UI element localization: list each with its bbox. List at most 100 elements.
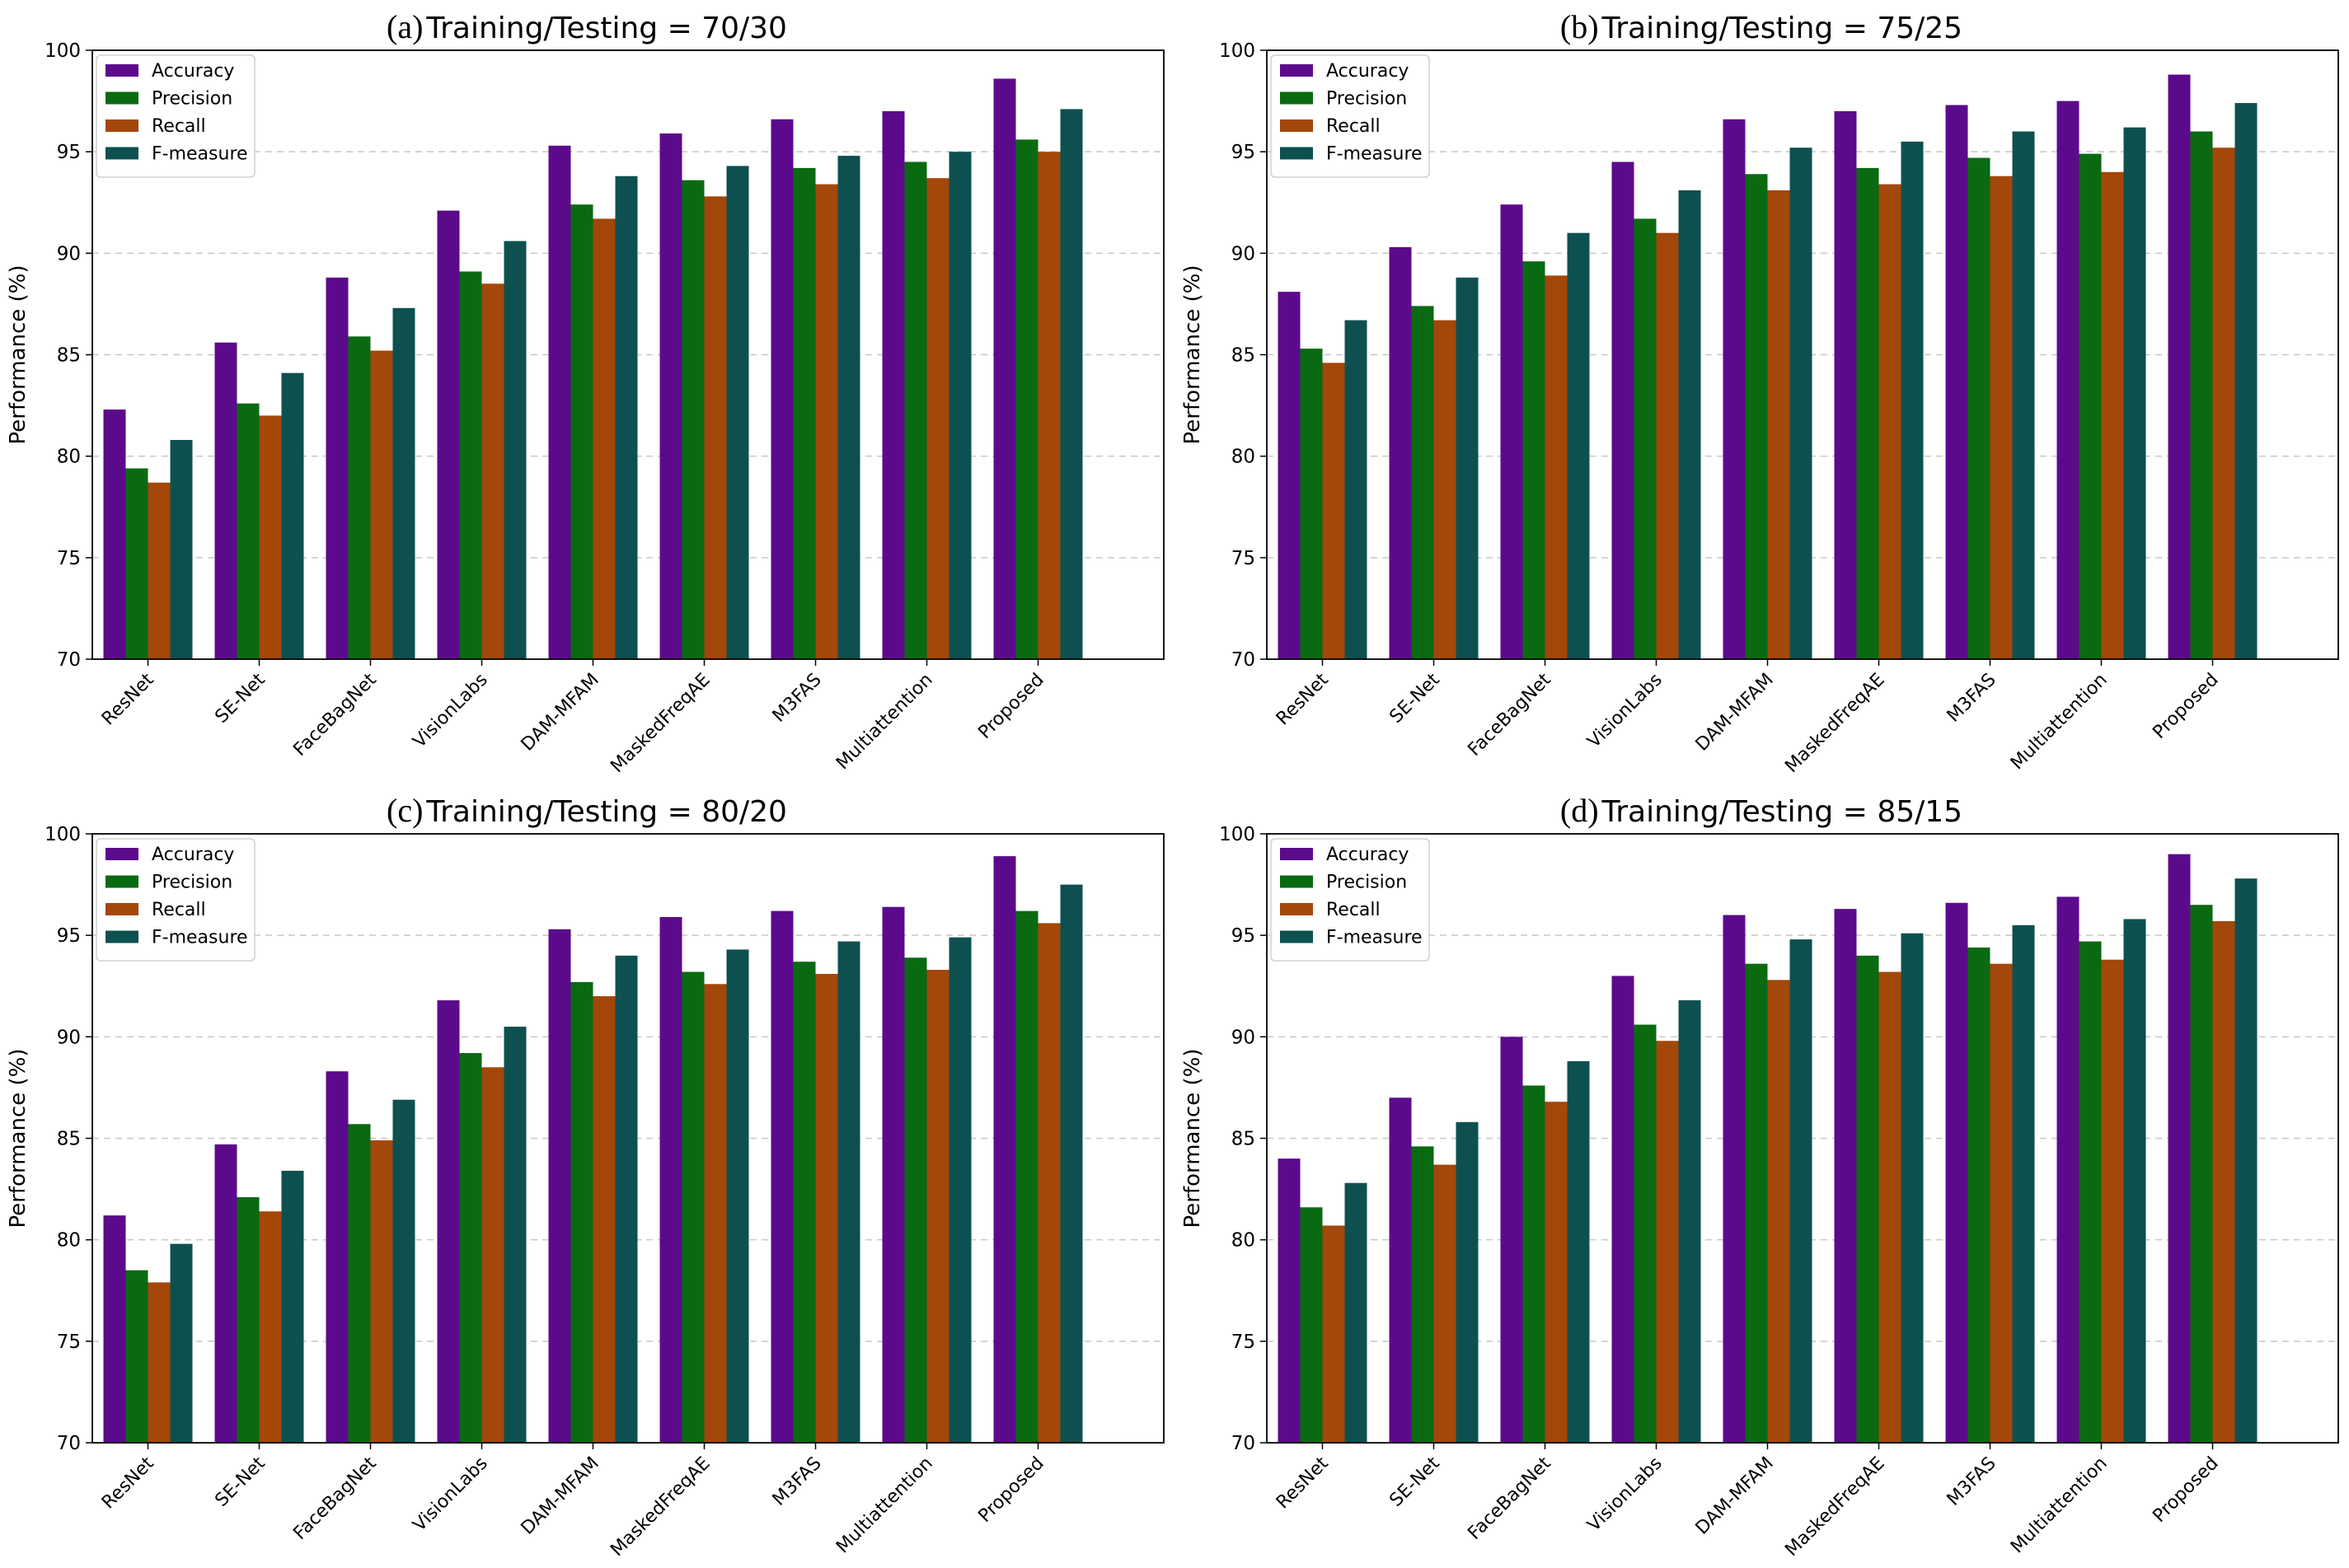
bar-precision-visionlabs (1634, 1024, 1657, 1443)
plot-frame (1266, 49, 2339, 660)
bars (1278, 74, 2258, 660)
y-tick-label: 90 (57, 1027, 81, 1048)
y-tick-label: 100 (45, 824, 81, 845)
bar-f-measure-m3fas (2012, 924, 2035, 1443)
y-tick-label: 80 (57, 447, 81, 468)
x-tick-label: MaskedFreqAE (1781, 670, 1888, 777)
x-tick-label: VisionLabs (409, 670, 491, 752)
x-tick-label: ResNet (1273, 669, 1333, 729)
bar-f-measure-facebagnet (1567, 232, 1590, 659)
legend-label-f-measure: F-measure (152, 144, 248, 165)
bar-recall-proposed (2212, 920, 2235, 1443)
bar-precision-facebagnet (1522, 1085, 1545, 1443)
legend-label-precision: Precision (1326, 89, 1407, 110)
bar-recall-se-net (1433, 320, 1456, 659)
bar-f-measure-proposed (2234, 878, 2258, 1443)
bar-f-measure-resnet (1344, 1182, 1367, 1443)
y-tick-label: 85 (57, 1129, 81, 1150)
x-tick-label: MaskedFreqAE (1781, 1453, 1888, 1561)
chart-title: (b) Training/Testing = 75/25 (1560, 8, 1962, 45)
y-tick-label: 100 (1219, 824, 1255, 845)
bar-f-measure-facebagnet (1567, 1060, 1590, 1443)
bar-f-measure-visionlabs (1678, 190, 1701, 660)
panel-label: (a) (387, 8, 423, 45)
x-tick-label: ResNet (1273, 1453, 1333, 1513)
bar-f-measure-se-net (1456, 1121, 1479, 1443)
bar-precision-m3fas (1967, 947, 1990, 1443)
bar-f-measure-facebagnet (392, 1099, 415, 1443)
bar-precision-maskedfreqae (1856, 167, 1879, 659)
legend-label-accuracy: Accuracy (1326, 61, 1409, 82)
x-tick-label: Multiattention (832, 1453, 937, 1558)
bar-recall-multiattention (926, 178, 949, 659)
bar-accuracy-m3fas (1945, 902, 1968, 1443)
bar-recall-multiattention (2101, 171, 2124, 660)
bar-recall-visionlabs (1656, 1041, 1679, 1443)
legend-label-recall: Recall (1326, 116, 1381, 137)
legend-label-accuracy: Accuracy (152, 845, 234, 865)
legend-label-accuracy: Accuracy (1326, 845, 1409, 865)
chart-panel-a: (a) Training/Testing = 70/30 70 75 80 85 90 95 1… (0, 0, 1174, 784)
panel-label: (d) (1560, 792, 1599, 829)
chart-title: (d) Training/Testing = 85/15 (1560, 792, 1962, 829)
bar-precision-se-net (237, 403, 260, 659)
x-tick-label: DAM-MFAM (518, 670, 603, 756)
x-tick-label: MaskedFreqAE (607, 670, 714, 777)
bar-precision-dam-mfam (1745, 174, 1768, 660)
bar-precision-dam-mfam (570, 204, 593, 660)
y-axis-label: Performance (%) (1180, 1048, 1205, 1228)
bar-recall-facebagnet (370, 350, 393, 659)
x-tick-label: VisionLabs (1583, 670, 1666, 752)
y-tick-label: 95 (1231, 925, 1255, 947)
bar-precision-resnet (1300, 1207, 1323, 1443)
bar-f-measure-maskedfreqae (1901, 933, 1924, 1443)
bar-accuracy-m3fas (771, 119, 794, 660)
panel-label: (c) (387, 792, 423, 829)
bar-accuracy-m3fas (771, 910, 794, 1443)
bar-f-measure-dam-mfam (615, 955, 638, 1443)
bar-precision-multiattention (904, 957, 927, 1443)
x-tick-label: Multiattention (2007, 1453, 2112, 1558)
bar-precision-multiattention (2079, 941, 2102, 1443)
y-tick-label: 100 (1219, 40, 1255, 62)
x-tick-label: ResNet (98, 1453, 158, 1513)
bars (103, 856, 1083, 1443)
y-axis-label: Performance (%) (6, 264, 30, 444)
bar-f-measure-visionlabs (1678, 999, 1701, 1443)
legend-label-precision: Precision (152, 873, 232, 893)
bar-f-measure-dam-mfam (615, 176, 638, 659)
x-tick-label: SE-Net (1385, 669, 1444, 728)
bar-f-measure-proposed (1060, 109, 1083, 660)
legend: Accuracy Precision Recall F-measure (1270, 54, 1430, 178)
x-tick-label: Multiattention (2007, 670, 2112, 775)
bar-recall-maskedfreqae (1878, 184, 1901, 659)
bar-recall-facebagnet (1545, 275, 1568, 659)
chart-title: (a) Training/Testing = 70/30 (387, 8, 787, 45)
bar-precision-m3fas (793, 167, 816, 659)
chart-svg-d: (d) Training/Testing = 85/15 70 75 80 85 90 95 1… (1180, 792, 2339, 1561)
bar-accuracy-dam-mfam (1723, 119, 1746, 660)
y-tick-label: 100 (45, 40, 81, 62)
x-tick-label: M3FAS (769, 670, 826, 727)
legend-swatch-precision (1280, 91, 1313, 105)
bar-f-measure-m3fas (837, 941, 860, 1443)
legend-swatch-recall (105, 903, 138, 915)
plot-frame (91, 49, 1165, 660)
bar-accuracy-facebagnet (326, 1071, 349, 1443)
x-tick-label: M3FAS (1943, 670, 2000, 727)
bar-precision-resnet (125, 468, 148, 659)
chart-panel-b: (b) Training/Testing = 75/25 70 75 80 85 90 95 1… (1174, 0, 2349, 784)
x-tick-label: M3FAS (769, 1453, 826, 1510)
bar-accuracy-maskedfreqae (1834, 110, 1857, 659)
bar-f-measure-se-net (1456, 277, 1479, 659)
legend: Accuracy Precision Recall F-measure (96, 54, 256, 178)
bar-precision-facebagnet (1522, 261, 1545, 659)
bar-accuracy-multiattention (2056, 101, 2079, 660)
y-tick-label: 80 (1231, 447, 1255, 468)
y-tick-label: 70 (57, 649, 81, 671)
bar-f-measure-dam-mfam (1789, 939, 1812, 1443)
y-tick-label: 90 (57, 243, 81, 264)
bar-precision-se-net (237, 1196, 260, 1443)
legend-swatch-precision (105, 91, 138, 105)
bar-precision-proposed (1015, 139, 1039, 660)
